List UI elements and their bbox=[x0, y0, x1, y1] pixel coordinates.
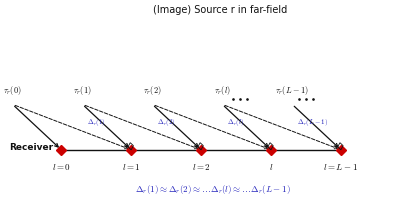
Text: $l=1$: $l=1$ bbox=[122, 162, 141, 172]
Text: (Image) Source r in far-field: (Image) Source r in far-field bbox=[153, 5, 288, 15]
Text: $\tau_r(1)$: $\tau_r(1)$ bbox=[73, 84, 92, 97]
Text: $\tau_r(2)$: $\tau_r(2)$ bbox=[143, 84, 162, 97]
Text: $\tau_r(l)$: $\tau_r(l)$ bbox=[214, 84, 231, 97]
Text: $\Delta_r(l)$: $\Delta_r(l)$ bbox=[227, 117, 245, 128]
Text: $l=0$: $l=0$ bbox=[52, 162, 71, 172]
Text: $l$: $l$ bbox=[269, 162, 273, 172]
Text: Receiver: Receiver bbox=[9, 143, 53, 152]
Text: $l=2$: $l=2$ bbox=[192, 162, 211, 172]
Text: $l=L-1$: $l=L-1$ bbox=[323, 162, 358, 172]
Text: $\tau_r(0)$: $\tau_r(0)$ bbox=[3, 84, 22, 97]
Text: $\Delta_r(1) \approx \Delta_r(2) \approx \ldots\Delta_r(l) \approx \ldots\Delta_: $\Delta_r(1) \approx \Delta_r(2) \approx… bbox=[136, 183, 291, 196]
Text: $\Delta_r(1)$: $\Delta_r(1)$ bbox=[87, 117, 106, 128]
Text: $\Delta_r(L-1)$: $\Delta_r(L-1)$ bbox=[297, 117, 328, 128]
Text: $\Delta_r(2)$: $\Delta_r(2)$ bbox=[157, 117, 176, 128]
Text: $\tau_r(L-1)$: $\tau_r(L-1)$ bbox=[275, 84, 309, 97]
